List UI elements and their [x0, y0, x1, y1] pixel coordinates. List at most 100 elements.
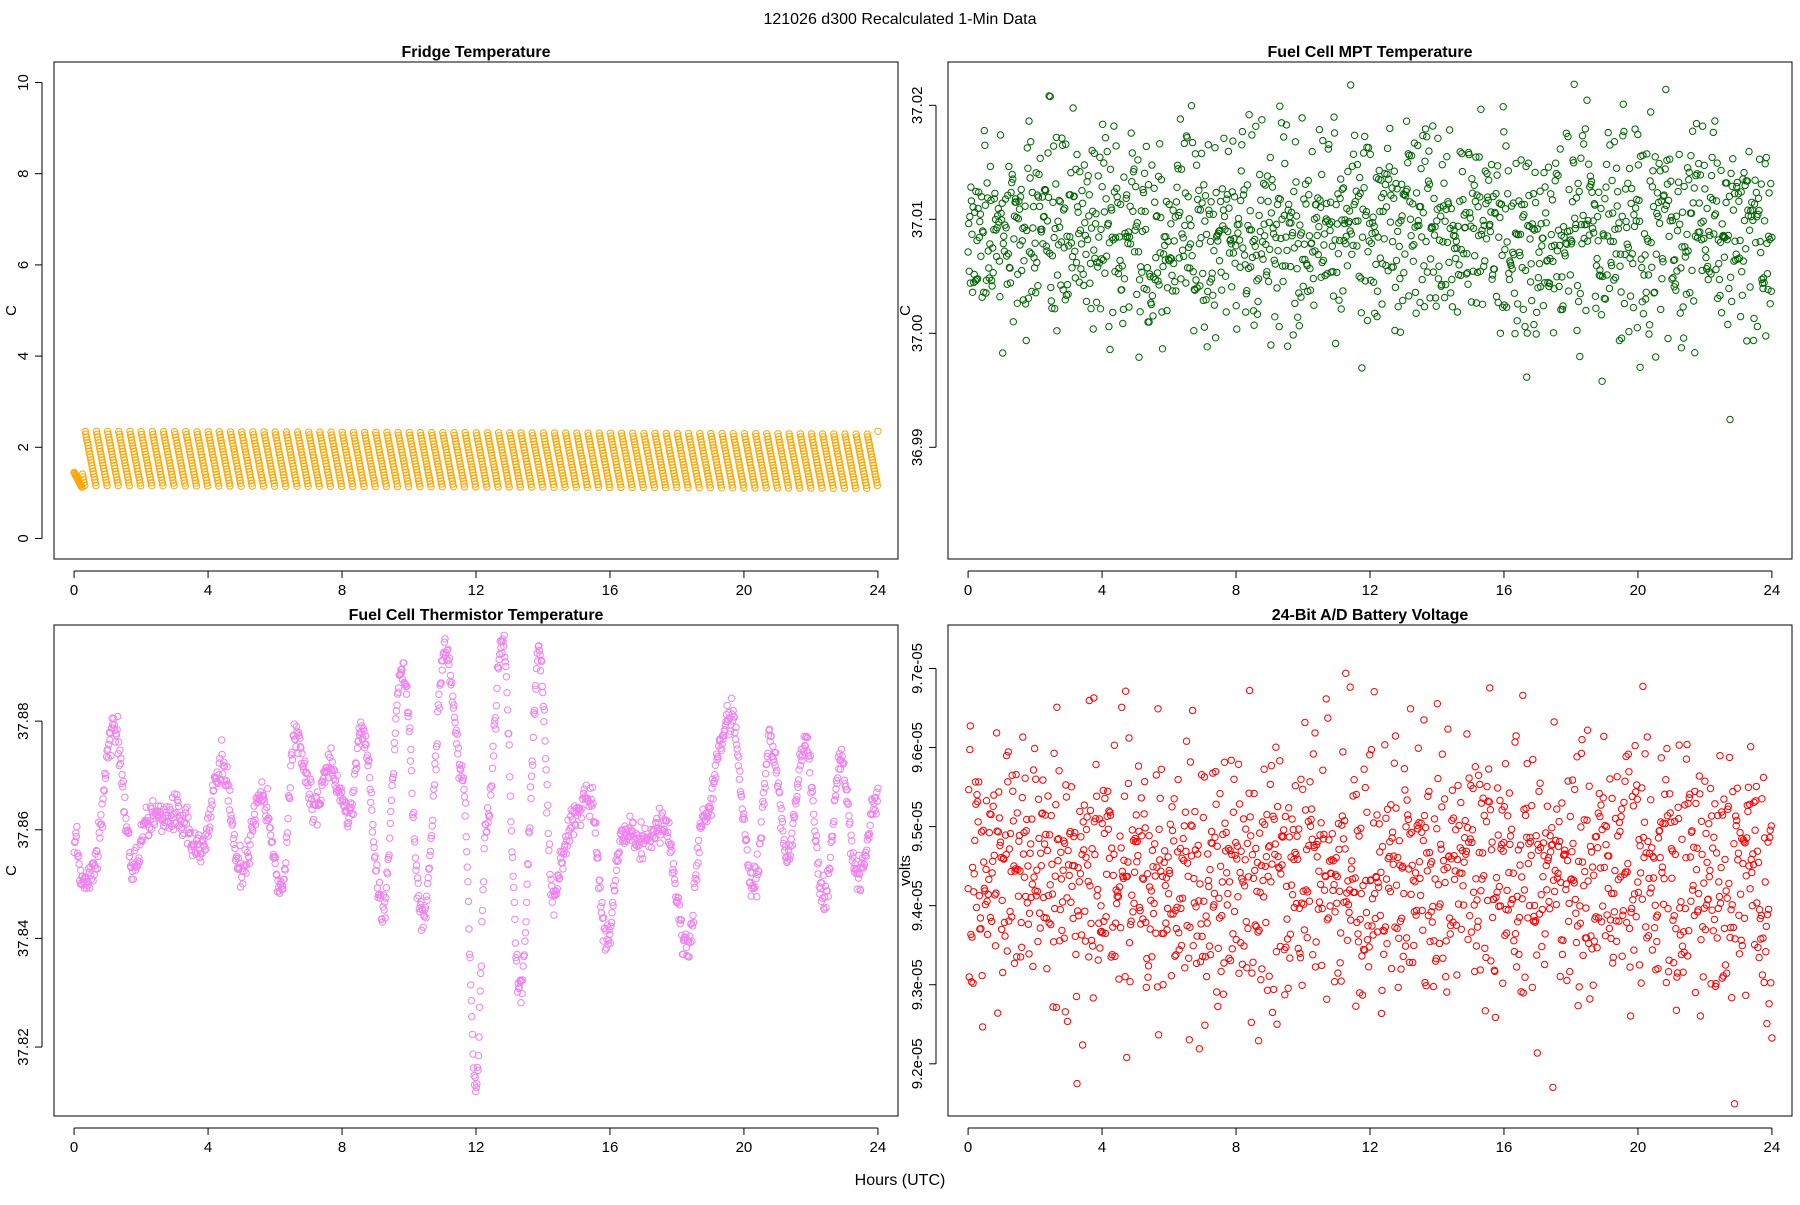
data-point: [1226, 879, 1232, 885]
data-point: [1093, 793, 1099, 799]
x-tick-label: 12: [468, 1139, 485, 1156]
data-point: [1038, 863, 1044, 869]
data-point: [979, 1024, 985, 1030]
data-point: [638, 819, 644, 825]
x-tick-label: 20: [736, 582, 753, 599]
data-point: [218, 737, 224, 743]
data-point: [1097, 945, 1103, 951]
data-point: [1387, 219, 1393, 225]
data-point: [1727, 416, 1733, 422]
data-point: [217, 755, 223, 761]
data-point: [1424, 269, 1430, 275]
data-point: [1297, 222, 1303, 228]
data-point: [1169, 827, 1175, 833]
data-point: [1579, 133, 1585, 139]
x-tick-label: 16: [602, 1139, 619, 1156]
data-point: [875, 785, 881, 791]
data-point: [1684, 231, 1690, 237]
data-point: [1359, 234, 1365, 240]
data-point: [1536, 249, 1542, 255]
data-point: [1456, 262, 1462, 268]
data-point: [1511, 290, 1517, 296]
data-point: [1150, 910, 1156, 916]
data-point: [1739, 269, 1745, 275]
data-point: [970, 980, 976, 986]
data-point: [1663, 86, 1669, 92]
data-point: [1707, 232, 1713, 238]
data-point: [1756, 156, 1762, 162]
data-point: [1719, 221, 1725, 227]
data-point: [1247, 208, 1253, 214]
data-point: [1260, 180, 1266, 186]
data-point: [1402, 251, 1408, 257]
data-point: [507, 774, 513, 780]
data-point: [1701, 162, 1707, 168]
data-point: [1736, 198, 1742, 204]
data-point: [1268, 763, 1274, 769]
data-point: [1117, 925, 1123, 931]
data-point: [1126, 735, 1132, 741]
data-point: [469, 1031, 475, 1037]
data-point: [1128, 130, 1134, 136]
data-point: [1046, 920, 1052, 926]
data-point: [1766, 190, 1772, 196]
data-point: [1078, 932, 1084, 938]
data-point: [1757, 238, 1763, 244]
data-point: [1609, 177, 1615, 183]
data-point: [463, 800, 469, 806]
data-point: [692, 884, 698, 890]
data-point: [1739, 292, 1745, 298]
data-point: [1676, 151, 1682, 157]
data-point: [1063, 794, 1069, 800]
data-point: [1744, 338, 1750, 344]
data-point: [1214, 843, 1220, 849]
data-point: [1685, 248, 1691, 254]
data-point: [1228, 757, 1234, 763]
data-point: [1056, 768, 1062, 774]
data-point: [1712, 118, 1718, 124]
data-point: [1110, 872, 1116, 878]
data-point: [1553, 170, 1559, 176]
data-point: [1119, 704, 1125, 710]
data-point: [1246, 687, 1252, 693]
data-point: [1036, 203, 1042, 209]
y-axis-label: C: [897, 305, 914, 316]
data-point: [1674, 228, 1680, 234]
data-point: [1389, 238, 1395, 244]
data-point: [1603, 161, 1609, 167]
data-point: [1177, 116, 1183, 122]
data-point: [1251, 322, 1257, 328]
data-points: [965, 81, 1775, 423]
data-point: [987, 914, 993, 920]
data-point: [1155, 706, 1161, 712]
data-point: [1188, 853, 1194, 859]
data-point: [1689, 128, 1695, 134]
data-point: [1296, 323, 1302, 329]
data-point: [1268, 342, 1274, 348]
data-point: [1441, 180, 1447, 186]
data-point: [1052, 873, 1058, 879]
data-point: [1753, 240, 1759, 246]
data-point: [1543, 210, 1549, 216]
data-point: [1400, 297, 1406, 303]
data-point: [1230, 809, 1236, 815]
data-point: [122, 794, 128, 800]
data-point: [1640, 152, 1646, 158]
data-point: [1500, 104, 1506, 110]
data-point: [1502, 206, 1508, 212]
data-point: [1188, 222, 1194, 228]
y-axis-label: C: [3, 865, 20, 876]
data-point: [368, 799, 374, 805]
data-point: [965, 249, 971, 255]
data-point: [1006, 846, 1012, 852]
data-point: [1055, 218, 1061, 224]
data-point: [1528, 261, 1534, 267]
data-point: [1396, 243, 1402, 249]
data-point: [1533, 331, 1539, 337]
data-point: [1358, 310, 1364, 316]
data-point: [1117, 833, 1123, 839]
data-point: [1121, 857, 1127, 863]
data-point: [285, 816, 291, 822]
data-point: [1338, 306, 1344, 312]
data-point: [461, 794, 467, 800]
